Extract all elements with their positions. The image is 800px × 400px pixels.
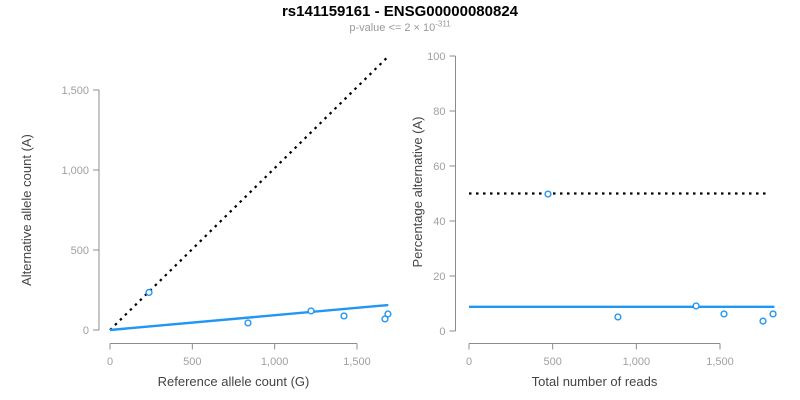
data-point xyxy=(692,302,700,310)
subtitle-exponent: -311 xyxy=(435,19,451,29)
chart-title: rs141159161 - ENSG00000080824 xyxy=(281,3,519,20)
data-point xyxy=(307,307,315,315)
x-tick-label: 0 xyxy=(107,356,113,368)
y-tick-label: 1,500 xyxy=(61,85,89,97)
data-point xyxy=(145,288,153,297)
data-point xyxy=(544,190,552,198)
data-point xyxy=(244,319,252,327)
x-tick-label: 1,500 xyxy=(706,356,734,368)
data-point xyxy=(769,310,777,318)
y-tick-label: 80 xyxy=(433,106,445,118)
y-axis-title: Percentage alternative (A) xyxy=(410,116,425,267)
chart-subtitle: p-value <= 2 × 10-311 xyxy=(0,19,800,34)
y-tick-label: 1,000 xyxy=(61,165,89,177)
x-tick-label: 0 xyxy=(466,356,472,368)
allele-counts-panel: 0 500 1,000 1,500 0 500 1,000 1,500 Reference al… xyxy=(19,57,392,389)
x-axis-title: Reference allele count (G) xyxy=(158,374,310,389)
identity-line xyxy=(109,57,388,331)
y-tick-label: 500 xyxy=(71,245,89,257)
x-tick-label: 500 xyxy=(183,356,201,368)
y-tick-label: 40 xyxy=(433,216,445,228)
data-point xyxy=(720,310,728,318)
y-tick-label: 0 xyxy=(83,325,89,337)
data-point xyxy=(614,313,622,321)
y-tick-label: 60 xyxy=(433,161,445,173)
data-point xyxy=(759,317,767,325)
x-tick-label: 500 xyxy=(543,356,561,368)
y-tick-label: 20 xyxy=(433,271,445,283)
data-point xyxy=(381,315,389,323)
y-tick-label: 0 xyxy=(439,326,445,338)
y-tick-label: 100 xyxy=(427,51,445,63)
subtitle-text: p-value <= 2 × 10 xyxy=(349,22,436,34)
data-point xyxy=(340,312,348,320)
x-tick-label: 1,000 xyxy=(261,356,289,368)
x-tick-label: 1,500 xyxy=(343,356,371,368)
y-axis-title: Alternative allele count (A) xyxy=(19,134,34,286)
percentage-alternative-panel: 0 20 40 60 80 100 0 500 1,000 1,500 Total number o… xyxy=(410,51,777,389)
x-axis-title: Total number of reads xyxy=(532,374,658,389)
x-tick-label: 1,000 xyxy=(623,356,651,368)
fit-line xyxy=(109,303,389,332)
data-point xyxy=(384,310,392,318)
